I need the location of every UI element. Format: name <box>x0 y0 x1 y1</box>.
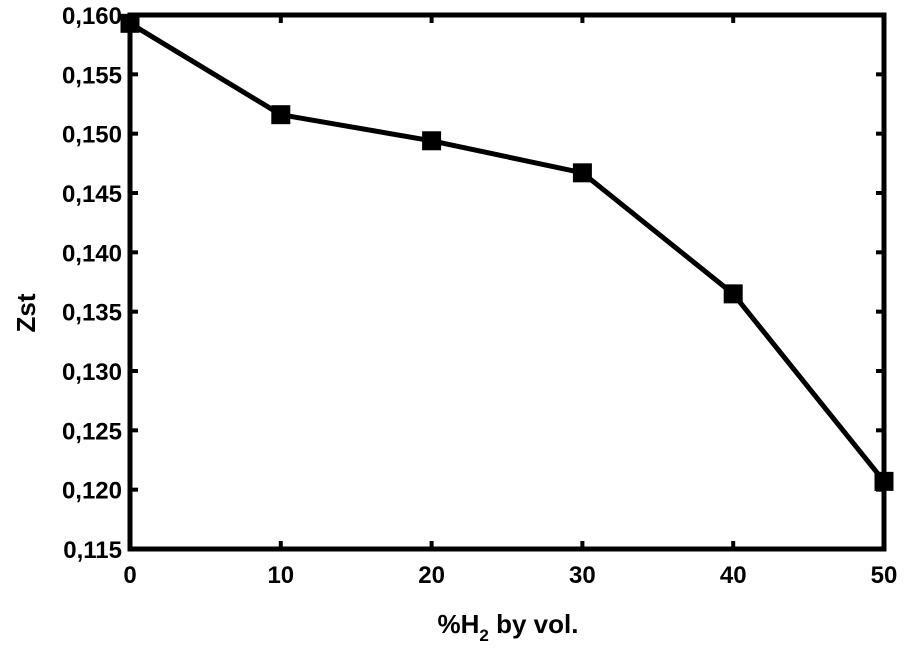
series-group <box>120 13 894 491</box>
y-tick-label: 0,120 <box>62 478 122 505</box>
y-tick-label: 0,140 <box>62 240 122 267</box>
y-tick-label: 0,145 <box>62 181 122 208</box>
x-tick-label: 30 <box>569 562 596 589</box>
x-axis-label-prefix: %H <box>438 609 480 639</box>
data-point-marker <box>422 131 442 151</box>
series-line <box>128 21 886 483</box>
y-tick-label: 0,150 <box>62 122 122 149</box>
y-tick-label: 0,130 <box>62 359 122 386</box>
y-tick-label: 0,160 <box>62 3 122 30</box>
axis-ticks <box>128 13 886 551</box>
data-point-marker <box>271 105 291 125</box>
x-tick-label: 40 <box>720 562 747 589</box>
y-axis-label: Zst <box>11 293 41 332</box>
plot-frame <box>127 12 887 552</box>
x-axis-label-subscript: 2 <box>479 626 488 645</box>
x-tick-label: 50 <box>871 562 898 589</box>
y-tick-label: 0,135 <box>62 300 122 327</box>
y-tick-label: 0,115 <box>63 537 122 564</box>
x-tick-label: 10 <box>267 562 294 589</box>
x-tick-label: 0 <box>123 562 136 589</box>
x-axis-label: %H2 by vol. <box>438 609 579 645</box>
y-tick-label: 0,125 <box>62 418 122 445</box>
data-point-marker <box>723 284 743 304</box>
y-tick-labels: 0,115 0,120 0,125 0,130 0,135 0,140 0,145 0,150… <box>62 3 122 564</box>
data-point-marker <box>572 163 592 183</box>
y-tick-label: 0,155 <box>62 62 122 89</box>
x-axis-label-suffix: by vol. <box>489 609 579 639</box>
x-tick-label: 20 <box>418 562 445 589</box>
x-tick-labels: 0 10 20 30 40 50 <box>123 562 897 589</box>
